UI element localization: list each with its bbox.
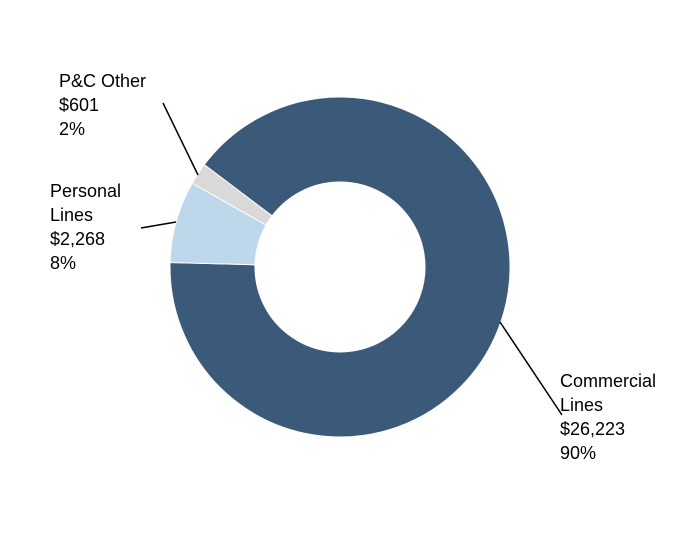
category-label: Commercial Lines (560, 371, 657, 415)
slices (169, 96, 511, 438)
share-label: 8% (50, 253, 77, 273)
category-label: P&C Other (59, 71, 147, 91)
share-label: 2% (59, 119, 86, 139)
share-label: 90% (560, 443, 597, 463)
slice (191, 163, 273, 226)
leader-line (499, 321, 563, 416)
value-label: $2,268 (50, 229, 106, 249)
leader-line (140, 221, 177, 229)
slice-label: Commercial Lines $26,223 90% (560, 369, 672, 465)
value-label: $601 (59, 95, 100, 115)
slice (169, 96, 511, 438)
leader-line (162, 102, 199, 176)
value-label: $26,223 (560, 419, 626, 439)
slice-label: P&C Other $601 2% (59, 69, 179, 141)
slice-label: Personal Lines $2,268 8% (50, 179, 140, 275)
category-label: Personal Lines (50, 181, 122, 225)
